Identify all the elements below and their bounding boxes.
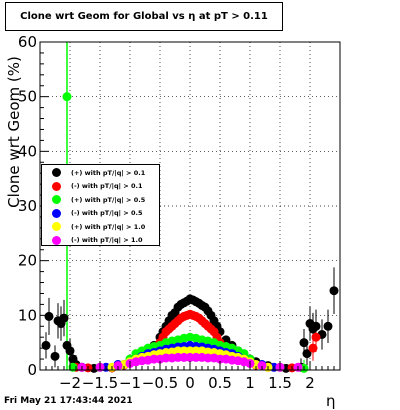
y-axis-label-text: Clone wrt Geom (%) [5, 55, 23, 208]
y-tick-label: 0 [27, 361, 37, 379]
x-tick-label: −0.5 [142, 374, 178, 392]
legend-entry: (+) with pT/|q| > 0.1 [42, 166, 159, 180]
data-point [302, 349, 312, 359]
legend-label: (-) with pT/|q| > 1.0 [71, 236, 143, 245]
timestamp-footer: Fri May 21 17:43:44 2021 [4, 396, 133, 406]
legend-label: (+) with pT/|q| > 0.5 [71, 195, 146, 204]
chart-title: Clone wrt Geom for Global vs η at pT > 0… [5, 2, 283, 31]
legend-marker [52, 222, 61, 232]
x-tick-label: −1.5 [82, 374, 118, 392]
legend-label: (+) with pT/|q| > 1.0 [71, 222, 146, 231]
x-tick-label: 0.5 [208, 374, 232, 392]
data-point [323, 321, 333, 331]
y-axis-label: Clone wrt Geom (%) [4, 54, 24, 209]
legend-entry: (-) with pT/|q| > 0.1 [42, 180, 159, 194]
y-tick-label: 10 [18, 306, 37, 324]
data-point [65, 346, 75, 356]
legend-marker [52, 208, 61, 218]
legend-entry: (+) with pT/|q| > 0.5 [42, 193, 159, 207]
x-tick-label: −2 [59, 374, 81, 392]
data-point [113, 361, 123, 371]
legend-label: (-) with pT/|q| > 0.1 [71, 182, 143, 191]
y-tick-label: 50 [18, 88, 37, 106]
data-point [311, 332, 321, 342]
legend-entry: (+) with pT/|q| > 1.0 [42, 220, 159, 234]
y-tick-label: 40 [18, 142, 37, 160]
legend-marker [52, 181, 61, 191]
x-tick-label: 1.5 [268, 374, 292, 392]
legend-entry: (-) with pT/|q| > 0.5 [42, 207, 159, 221]
legend-label: (-) with pT/|q| > 0.5 [71, 209, 143, 218]
legend-marker [52, 235, 61, 245]
y-tick-label: 60 [18, 33, 37, 51]
data-point [299, 338, 309, 348]
data-point [59, 313, 69, 323]
data-point [257, 361, 267, 371]
data-point [50, 351, 60, 361]
x-axis-label: η [326, 392, 336, 410]
legend-marker [52, 195, 61, 205]
data-point [308, 343, 318, 353]
legend-marker [52, 168, 61, 178]
x-tick-label: 0 [185, 374, 195, 392]
y-tick-label: 20 [18, 252, 37, 270]
legend: (+) with pT/|q| > 0.1 (-) with pT/|q| > … [41, 164, 160, 246]
x-tick-label: 1 [245, 374, 255, 392]
x-tick-label: −1 [119, 374, 141, 392]
data-points [41, 92, 339, 373]
legend-label: (+) with pT/|q| > 0.1 [71, 168, 146, 177]
data-point [62, 92, 72, 102]
data-point [44, 311, 54, 321]
data-point [311, 321, 321, 331]
data-point [329, 286, 339, 296]
y-tick-label: 30 [18, 197, 37, 215]
x-tick-label: 2 [305, 374, 315, 392]
legend-entry: (-) with pT/|q| > 1.0 [42, 234, 159, 248]
